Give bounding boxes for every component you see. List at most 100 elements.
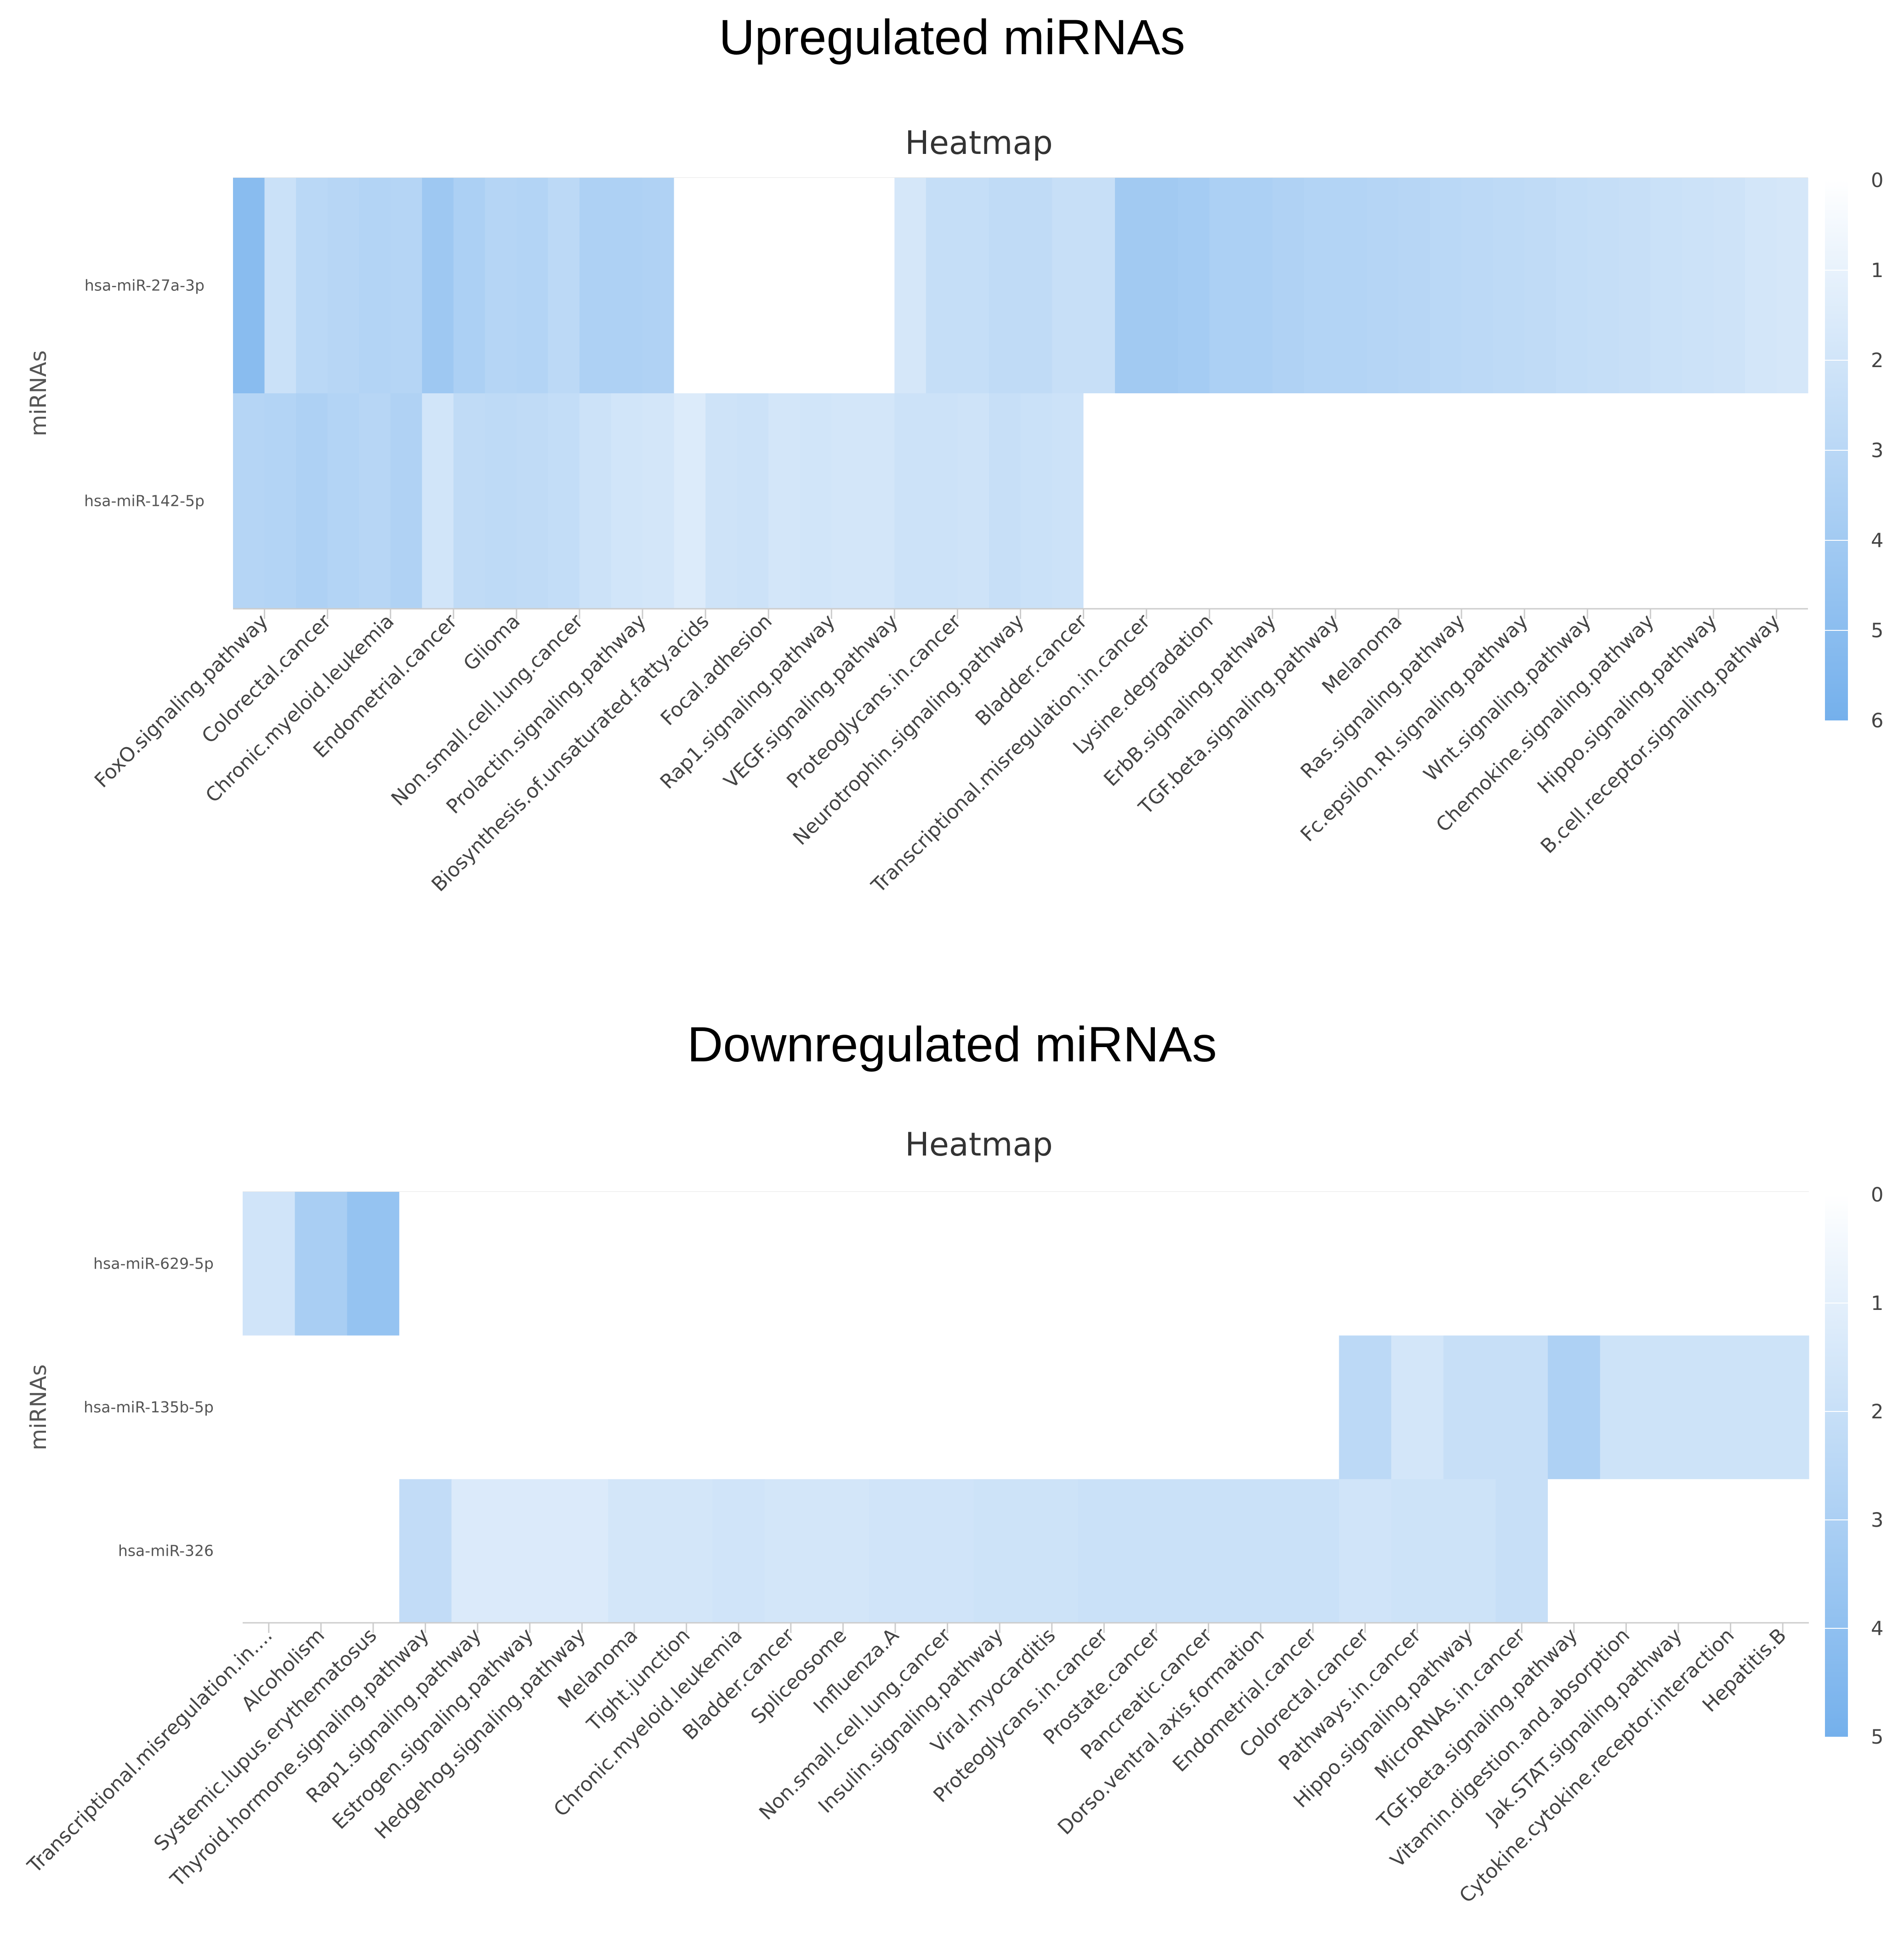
heatmap-cell xyxy=(1756,1192,1809,1336)
heatmap-cell xyxy=(608,1192,661,1336)
heatmap-cell xyxy=(1776,393,1808,609)
y-axis-title: miRNAs xyxy=(26,350,51,436)
heatmap-cell xyxy=(768,178,801,394)
heatmap-cell xyxy=(1026,1335,1079,1479)
legend-label: 5 xyxy=(1871,619,1883,642)
legend-label: 0 xyxy=(1871,169,1883,192)
heatmap-cell xyxy=(399,1192,452,1336)
heatmap-cell xyxy=(869,1335,922,1479)
x-tick-label: Vitamin.digestion.and.absorption xyxy=(1386,1624,1634,1872)
heatmap-cell xyxy=(1556,178,1588,394)
heatmap-cell xyxy=(1495,1192,1548,1336)
heatmap-cell xyxy=(347,1192,400,1336)
heatmap-cell xyxy=(869,1479,922,1623)
heatmap-cell xyxy=(705,178,738,394)
heatmap-cell xyxy=(863,393,895,609)
heatmap-cell xyxy=(390,178,422,394)
heatmap-cell xyxy=(516,393,548,609)
heatmap-cell xyxy=(674,393,706,609)
y-axis-title: miRNAs xyxy=(26,1364,51,1450)
heatmap-cell xyxy=(1619,393,1651,609)
x-tick-label: Focal.adhesion xyxy=(656,610,777,730)
heatmap-cell xyxy=(989,393,1021,609)
heatmap-cell xyxy=(863,178,895,394)
heatmap-cell xyxy=(1182,1335,1235,1479)
heatmap-cell xyxy=(1600,1335,1653,1479)
heatmap-cell xyxy=(1083,393,1115,609)
heatmap-cell xyxy=(712,1192,765,1336)
heatmap-cell xyxy=(957,393,989,609)
heatmap-cell xyxy=(1430,178,1462,394)
legend-label: 4 xyxy=(1871,529,1883,552)
heatmap-cell xyxy=(296,393,328,609)
heatmap-title: Heatmap xyxy=(905,124,1053,162)
heatmap-cell xyxy=(1587,178,1620,394)
heatmap-cell xyxy=(504,1192,557,1336)
heatmap-cell xyxy=(579,393,612,609)
heatmap-cell xyxy=(1682,178,1714,394)
heatmap-cell xyxy=(1234,1479,1287,1623)
heatmap-cell xyxy=(712,1479,765,1623)
heatmap-cell xyxy=(1182,1479,1235,1623)
heatmap-cell xyxy=(347,1479,400,1623)
heatmap-cell xyxy=(1398,393,1431,609)
heatmap-cell xyxy=(1713,393,1745,609)
heatmap-cell xyxy=(399,1335,452,1479)
heatmap-cell xyxy=(390,393,422,609)
heatmap-cell xyxy=(1587,393,1620,609)
heatmap-cell xyxy=(705,393,738,609)
figure-title-upregulated: Upregulated miRNAs xyxy=(719,9,1185,65)
heatmap-cell xyxy=(1367,393,1399,609)
heatmap-cell xyxy=(1078,1335,1131,1479)
heatmap-cell xyxy=(1600,1479,1653,1623)
heatmap-cell xyxy=(233,178,265,394)
legend-label: 2 xyxy=(1871,349,1883,372)
heatmap-cell xyxy=(359,393,391,609)
heatmap-cell xyxy=(1130,1192,1183,1336)
heatmap-cell xyxy=(1287,1479,1340,1623)
heatmap-cell xyxy=(1272,393,1304,609)
heatmap-cell xyxy=(737,393,769,609)
heatmap-cell xyxy=(1335,393,1368,609)
heatmap-cell xyxy=(504,1479,557,1623)
heatmap-cell xyxy=(894,178,926,394)
heatmap-cell xyxy=(1020,393,1052,609)
heatmap-cell xyxy=(295,1479,347,1623)
heatmap-cell xyxy=(243,1192,296,1336)
heatmap-cell xyxy=(674,178,706,394)
heatmap-cell xyxy=(1052,178,1084,394)
heatmap-cell xyxy=(1391,1479,1444,1623)
heatmap-cell xyxy=(1548,1479,1601,1623)
heatmap-cell xyxy=(817,1479,870,1623)
heatmap-cell xyxy=(1652,1192,1705,1336)
heatmap-cell xyxy=(451,1479,504,1623)
heatmap-cell xyxy=(921,1192,974,1336)
heatmap-cell xyxy=(1650,178,1682,394)
heatmap-cell xyxy=(831,178,864,394)
legend-label: 3 xyxy=(1871,439,1883,462)
heatmap-cell xyxy=(1495,1335,1548,1479)
heatmap-cell xyxy=(737,178,769,394)
heatmap-cell xyxy=(1745,178,1777,394)
heatmap-cell xyxy=(1178,393,1210,609)
heatmap-cell xyxy=(1272,178,1304,394)
row-label: hsa-miR-135b-5p xyxy=(84,1398,214,1416)
heatmap-cell xyxy=(556,1192,608,1336)
x-tick-label: Fc.epsilon.RI.signaling.pathway xyxy=(1296,610,1533,846)
heatmap-cell xyxy=(516,178,548,394)
heatmap-cell xyxy=(1304,393,1336,609)
heatmap-cell xyxy=(1548,1335,1601,1479)
heatmap-cell xyxy=(608,1479,661,1623)
heatmap-cell xyxy=(1115,393,1147,609)
heatmap-cell xyxy=(327,393,359,609)
heatmap-cell xyxy=(1495,1479,1548,1623)
heatmap-cell xyxy=(1556,393,1588,609)
heatmap-cell xyxy=(1713,178,1745,394)
heatmap-title: Heatmap xyxy=(905,1126,1053,1163)
heatmap-cell xyxy=(765,1335,818,1479)
heatmap-cell xyxy=(660,1192,713,1336)
legend-label: 4 xyxy=(1871,1617,1883,1640)
heatmap-cell xyxy=(894,393,926,609)
heatmap-cell xyxy=(926,393,958,609)
heatmap-cell xyxy=(1461,393,1494,609)
